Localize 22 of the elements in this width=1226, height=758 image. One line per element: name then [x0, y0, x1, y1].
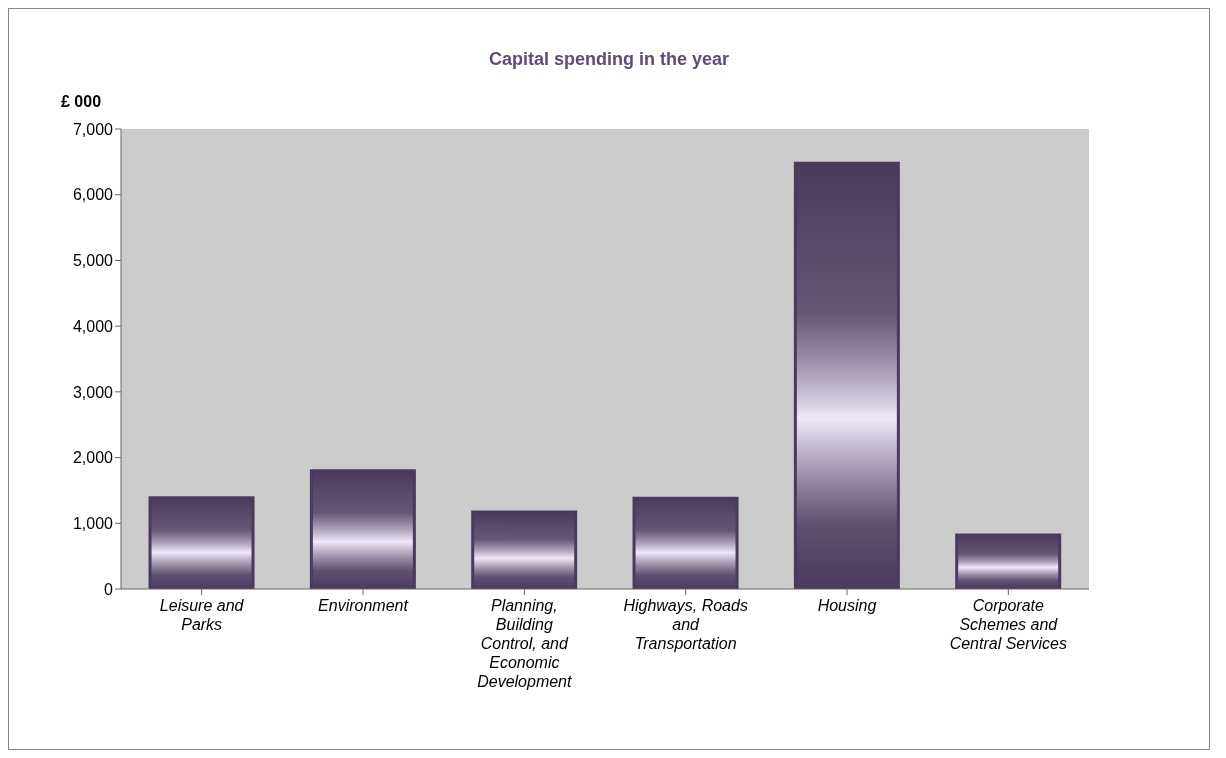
- y-tick-label: 0: [104, 580, 114, 598]
- x-tick-label: Highways, Roads and Transportation: [623, 597, 748, 652]
- x-tick-label: Corporate Schemes and Central Services: [949, 597, 1068, 652]
- y-tick-label: 6,000: [72, 186, 114, 204]
- y-tick-label: 7,000: [72, 120, 114, 138]
- bar: [632, 496, 739, 589]
- x-tick-label: Housing: [817, 597, 877, 614]
- bar: [471, 510, 578, 589]
- bar: [309, 469, 416, 589]
- bar: [148, 496, 255, 589]
- x-tick-label: Environment: [318, 597, 409, 614]
- y-tick-label: 3,000: [72, 383, 114, 401]
- bar: [793, 161, 900, 589]
- y-tick-label: 1,000: [72, 514, 114, 532]
- y-tick-label: 5,000: [72, 252, 114, 270]
- y-tick-label: 2,000: [72, 449, 114, 467]
- bar: [955, 533, 1062, 589]
- y-axis-title: £ 000: [61, 93, 102, 111]
- x-tick-label: Planning, Building Control, and Economic Development: [477, 597, 573, 690]
- chart-title: Capital spending in the year: [487, 49, 730, 70]
- y-tick-label: 4,000: [72, 317, 114, 335]
- x-tick-label: Leisure and Parks: [159, 597, 245, 633]
